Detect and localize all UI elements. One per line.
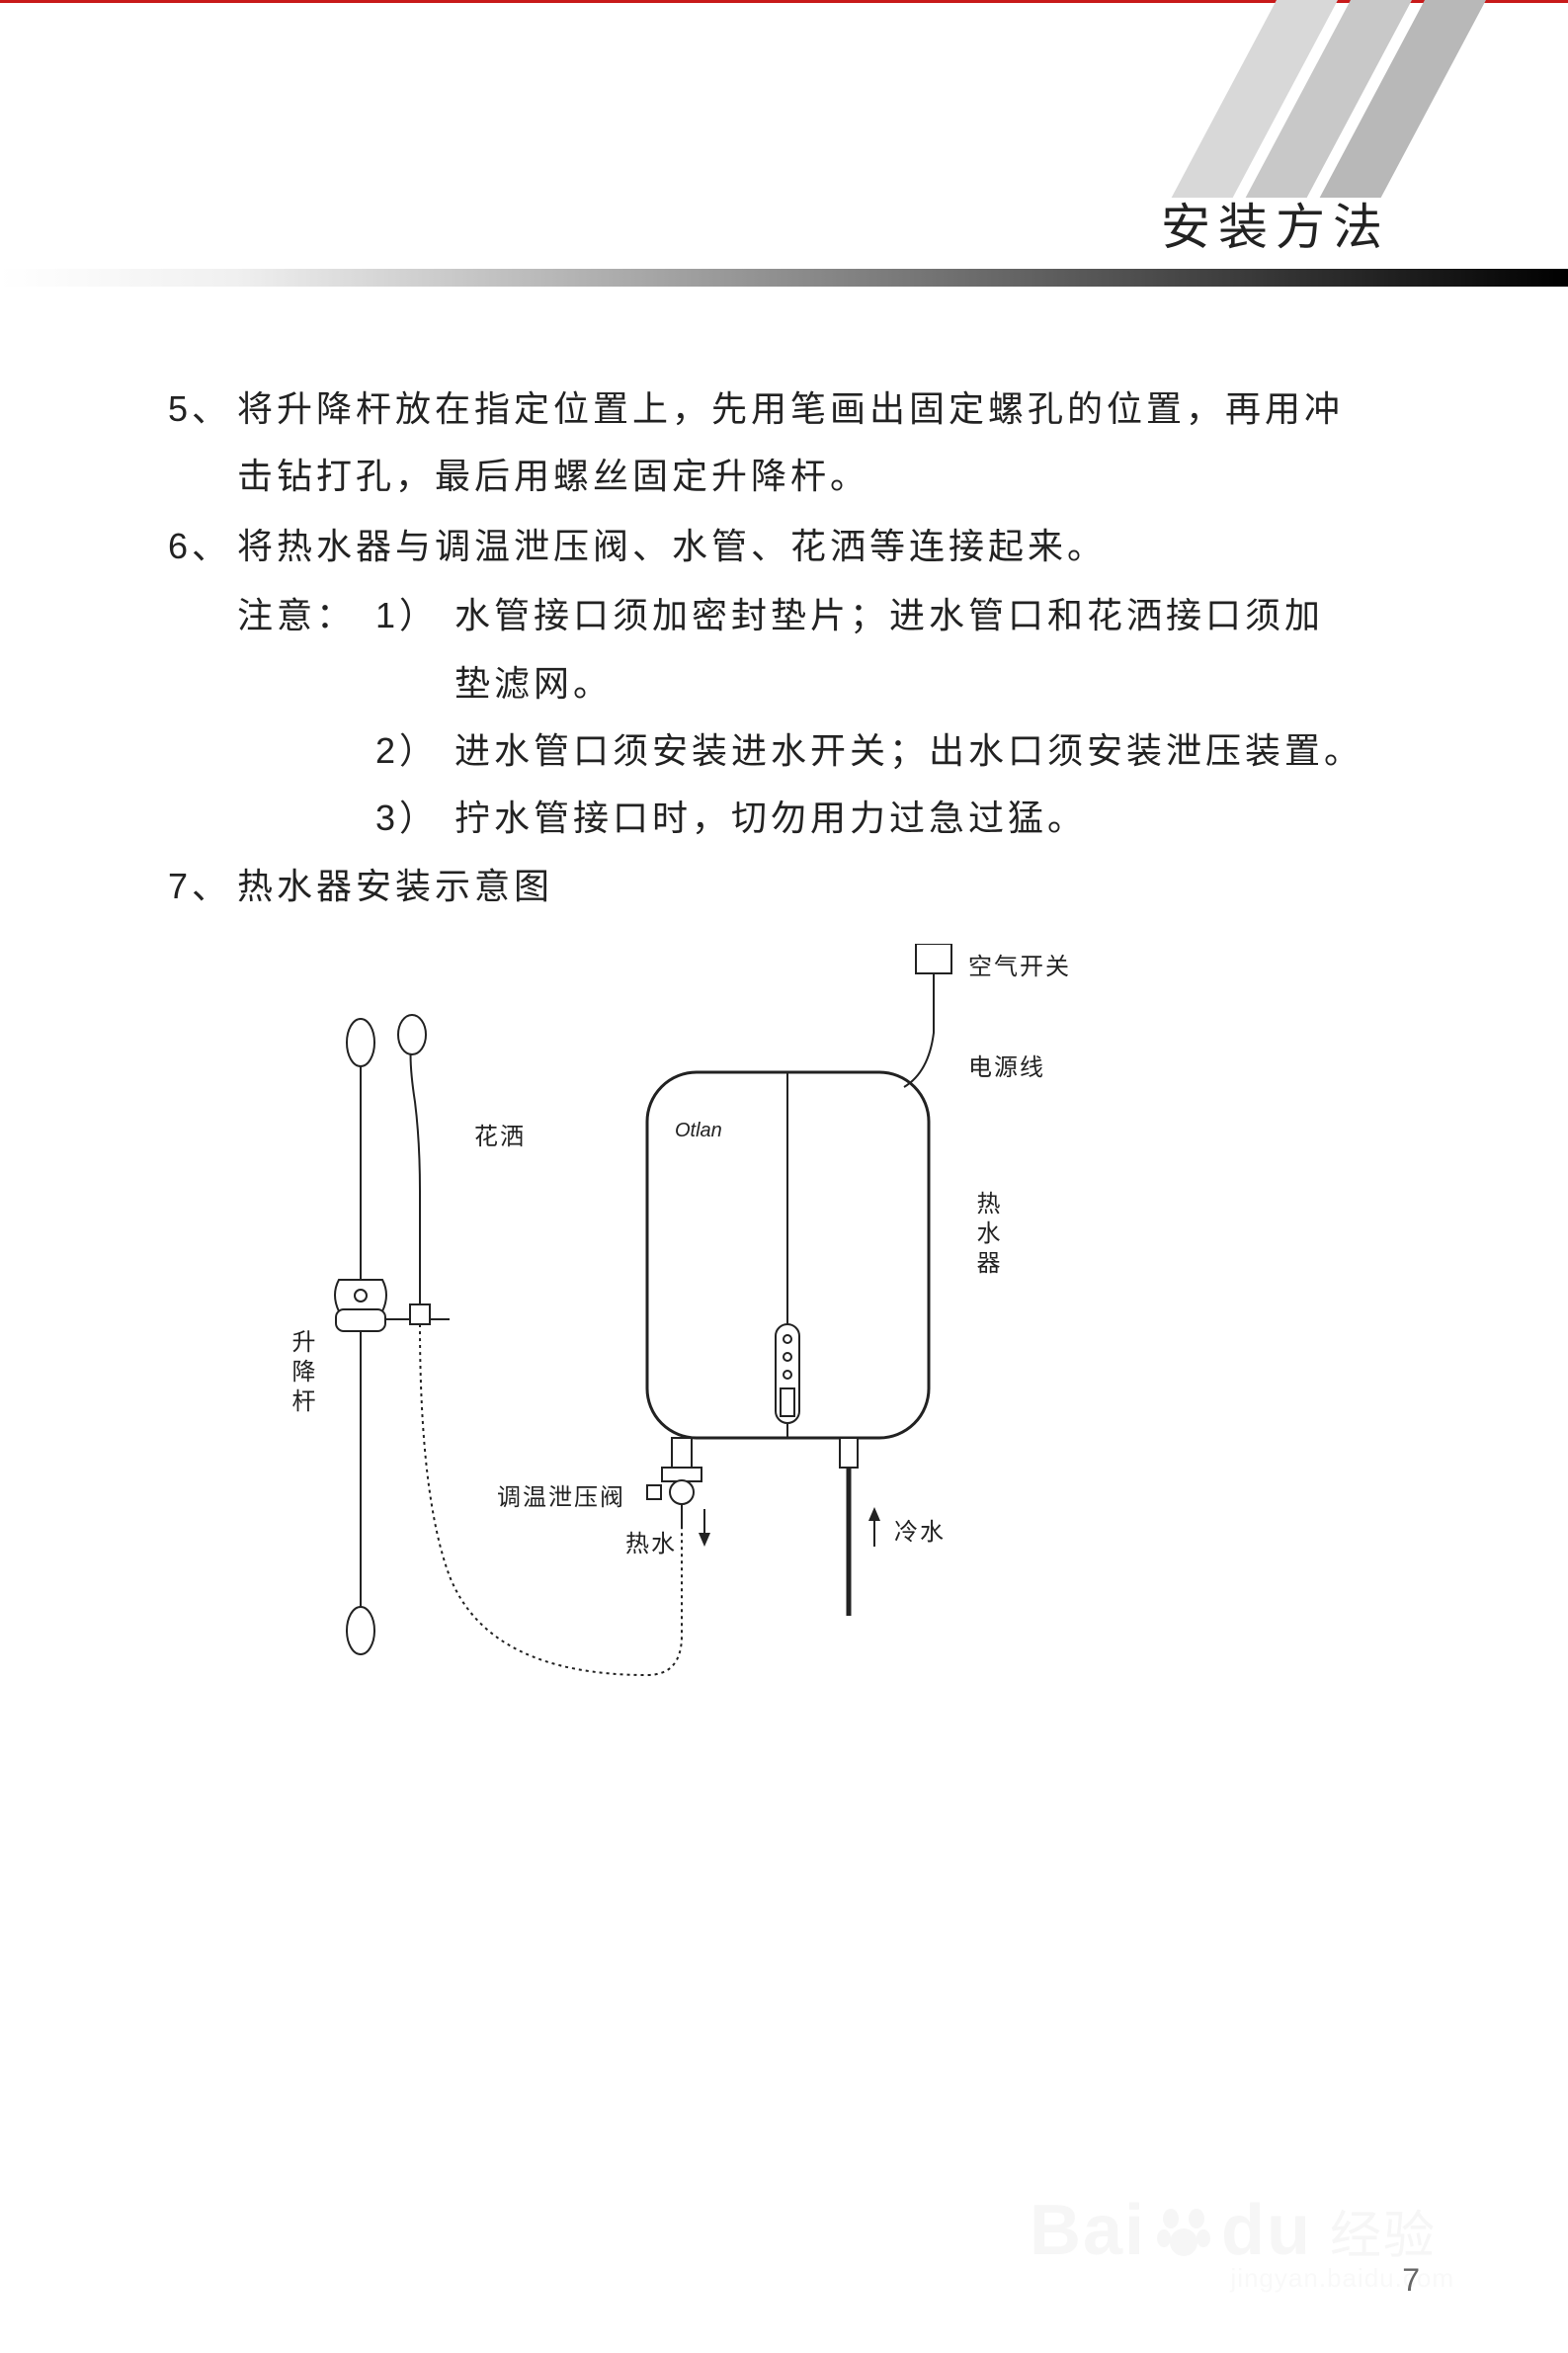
step-number: 5、 [168, 376, 237, 511]
note-sub: 2） [375, 717, 454, 785]
baidu-watermark: Bai du 经验 jingyan.baidu.com [1030, 2190, 1454, 2318]
note-sub: 1） [375, 582, 454, 649]
decorative-stripes [1074, 0, 1568, 198]
label-power-cord: 电源线 [968, 1048, 1045, 1082]
step-number: 7、 [168, 853, 237, 920]
step-7: 7、 热水器安装示意图 [168, 853, 1413, 920]
note-text: 拧水管接口时，切勿用力过急过猛。 [454, 785, 1413, 852]
step-number: 6、 [168, 513, 237, 580]
page-number: 7 [1402, 2262, 1420, 2299]
note-label: 注意： [237, 582, 375, 649]
note-sub: 3） [375, 785, 454, 852]
note-text: 进水管口须安装进水开关；出水口须安装泄压装置。 [454, 717, 1413, 785]
label-lifting-rod: 升降杆 [284, 1329, 318, 1418]
note-1: 注意： 1） 水管接口须加密封垫片；进水管口和花洒接口须加 [237, 582, 1413, 649]
wm-suffix: 经验 [1330, 2194, 1437, 2268]
step-5: 5、 将升降杆放在指定位置上，先用笔画出固定螺孔的位置，再用冲 击钻打孔，最后用… [168, 376, 1413, 511]
step-text: 热水器安装示意图 [237, 853, 1413, 920]
installation-diagram: 空气开关 电源线 花洒 升降杆 热水器 调温泄压阀 热水 冷水 Otlan [321, 944, 1131, 1724]
content-body: 5、 将升降杆放在指定位置上，先用笔画出固定螺孔的位置，再用冲 击钻打孔，最后用… [168, 376, 1413, 922]
wm-du: du [1221, 2190, 1312, 2271]
title-underline [0, 269, 1568, 287]
note-1-cont: 垫滤网。 [237, 650, 1413, 717]
notes-block: 注意： 1） 水管接口须加密封垫片；进水管口和花洒接口须加 垫滤网。 2） 进水… [168, 582, 1413, 853]
label-brand: Otlan [675, 1120, 722, 1142]
label-cold-water: 冷水 [894, 1512, 946, 1547]
note-3: 3） 拧水管接口时，切勿用力过急过猛。 [237, 785, 1413, 852]
step-text: 将升降杆放在指定位置上，先用笔画出固定螺孔的位置，再用冲 击钻打孔，最后用螺丝固… [237, 376, 1413, 511]
label-shower-head: 花洒 [474, 1117, 526, 1151]
note-2: 2） 进水管口须安装进水开关；出水口须安装泄压装置。 [237, 717, 1413, 785]
note-text: 水管接口须加密封垫片；进水管口和花洒接口须加 [454, 582, 1413, 649]
label-heater: 热水器 [968, 1191, 1003, 1280]
title-bar: 安装方法 [0, 188, 1568, 287]
step-6: 6、 将热水器与调温泄压阀、水管、花洒等连接起来。 [168, 513, 1413, 580]
label-hot-water: 热水 [625, 1524, 677, 1558]
step-text: 将热水器与调温泄压阀、水管、花洒等连接起来。 [237, 513, 1413, 580]
label-air-switch: 空气开关 [968, 947, 1071, 981]
wm-bai: Bai [1030, 2190, 1146, 2271]
page-title: 安装方法 [0, 188, 1568, 259]
paw-icon [1154, 2201, 1213, 2260]
label-temp-valve: 调温泄压阀 [497, 1477, 625, 1512]
